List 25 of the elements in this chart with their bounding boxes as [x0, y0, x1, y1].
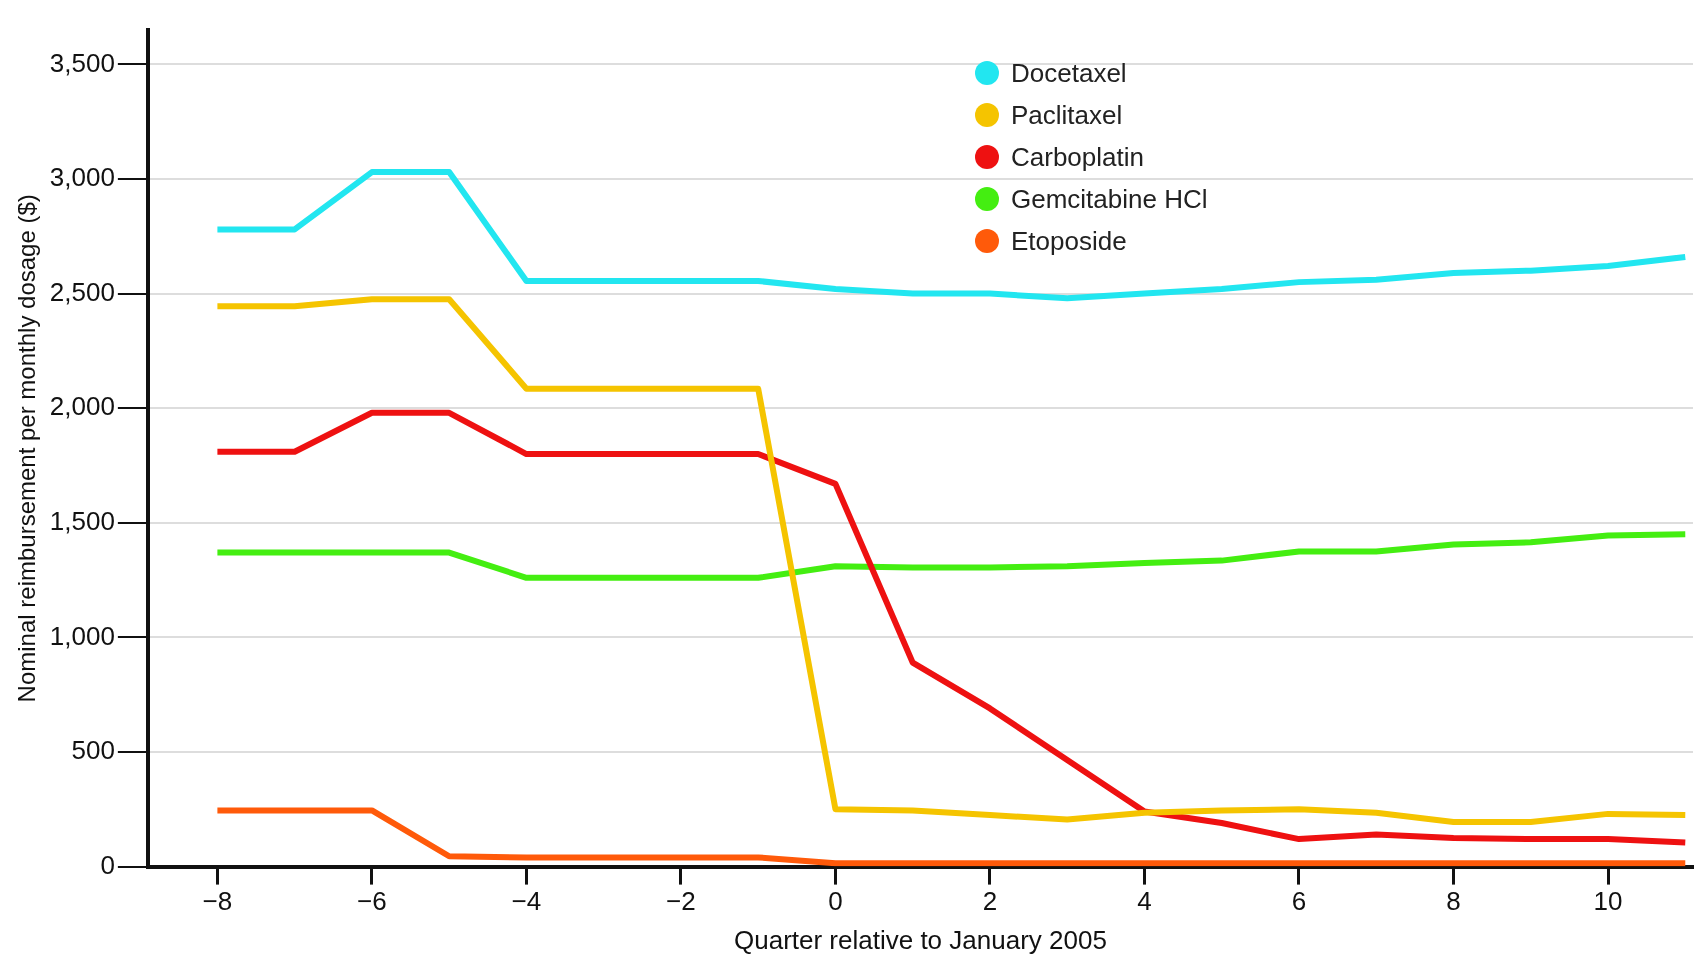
y-tick-label: 2,000: [49, 391, 115, 422]
x-tick-label: −2: [666, 886, 696, 917]
legend-label: Docetaxel: [1011, 57, 1127, 89]
x-tick-label: −4: [511, 886, 542, 917]
x-tick-label: −8: [202, 886, 233, 917]
legend-label: Carboplatin: [1011, 141, 1144, 173]
y-tick-label: 3,500: [49, 47, 115, 78]
y-axis-title: Nominal reimbursement per monthly dosage ($): [13, 194, 41, 703]
x-tick-label: 0: [828, 886, 843, 917]
legend-label: Etoposide: [1011, 225, 1127, 257]
x-tick-label: 4: [1137, 886, 1152, 917]
x-tick-label: 6: [1291, 886, 1307, 917]
x-axis-title: Quarter relative to January 2005: [733, 924, 1107, 955]
x-tick-label: 2: [982, 886, 998, 917]
y-tick-label: 1,000: [49, 620, 115, 651]
legend-label: Gemcitabine HCl: [1011, 183, 1208, 215]
y-tick-label: 500: [71, 735, 115, 766]
y-tick-label: 3,000: [49, 162, 115, 193]
x-tick-label: 10: [1593, 886, 1623, 917]
x-tick-label: −6: [357, 886, 387, 917]
x-tick-label: 8: [1446, 886, 1461, 917]
y-tick-label: 2,500: [49, 276, 115, 307]
y-tick-label: 1,500: [49, 505, 115, 536]
legend-label: Paclitaxel: [1011, 99, 1123, 131]
y-tick-label: 0: [100, 849, 115, 880]
